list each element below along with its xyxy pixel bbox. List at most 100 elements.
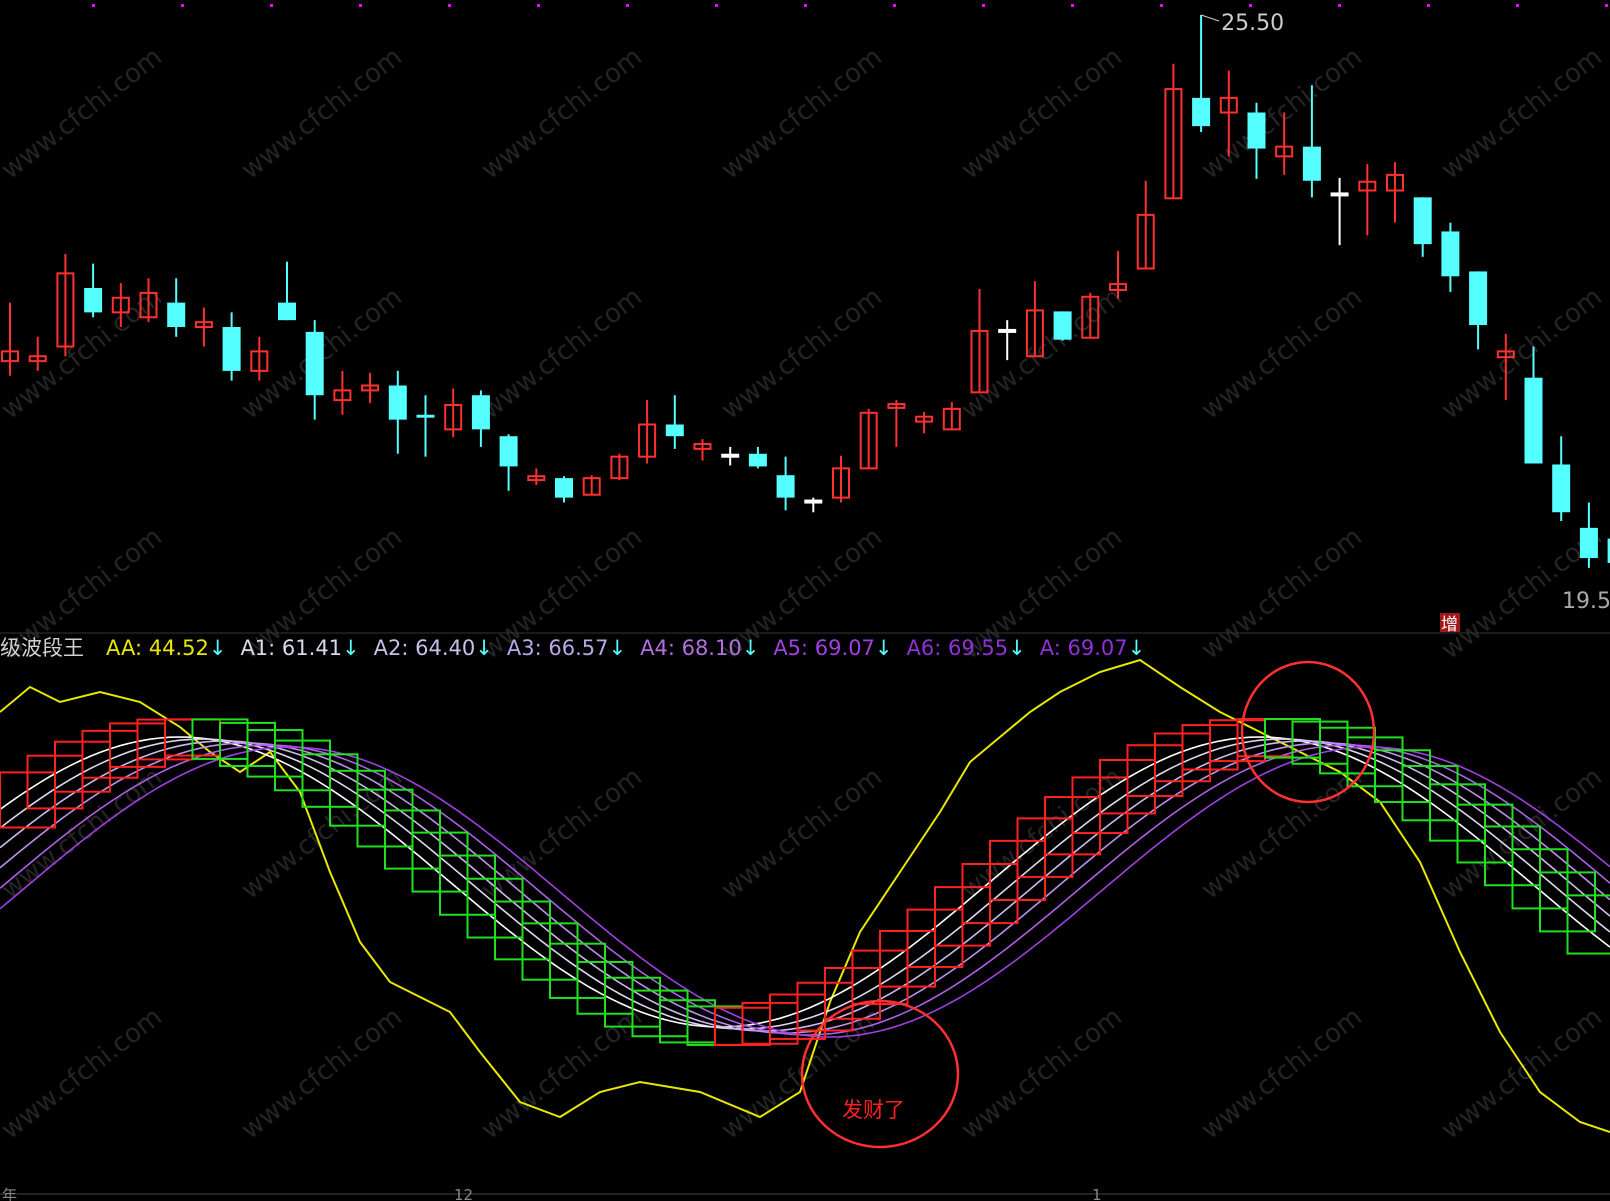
- indicator-values: AA: 44.52↓ A1: 61.41↓ A2: 64.40↓ A3: 66.57↓…: [106, 636, 1159, 660]
- candle: [859, 408, 878, 470]
- candle-body: [222, 327, 241, 371]
- grid-dot: [893, 4, 896, 7]
- candle-body: [1330, 192, 1349, 197]
- candle: [1275, 112, 1294, 175]
- legend-label: A3:: [506, 636, 549, 660]
- candle-body: [1025, 309, 1044, 358]
- high-price-label: 25.50: [1221, 11, 1284, 36]
- candle-body: [1, 350, 19, 363]
- legend-item: A1: 61.41↓: [240, 636, 359, 660]
- x-axis-label: 年: [2, 1186, 17, 1201]
- candle: [333, 370, 352, 415]
- candle: [1579, 502, 1598, 568]
- candle-body: [1219, 96, 1238, 114]
- candle: [1247, 102, 1266, 179]
- candle-body: [887, 403, 906, 409]
- candle: [444, 388, 463, 438]
- candle-body: [471, 395, 490, 430]
- candle: [1192, 15, 1211, 132]
- legend-value: 44.52: [148, 636, 209, 660]
- legend-label: AA:: [106, 636, 149, 660]
- candle: [1524, 346, 1543, 464]
- candle: [721, 446, 740, 466]
- candle-body: [1469, 271, 1488, 326]
- candle: [915, 411, 934, 434]
- candle-body: [1081, 295, 1100, 339]
- indicator-legend: 级波段王 AA: 44.52↓ A1: 61.41↓ A2: 64.40↓ A3: 66…: [0, 634, 1159, 662]
- x-axis-label: 1: [1092, 1186, 1102, 1201]
- candle-body: [859, 411, 878, 470]
- candle-body: [1441, 231, 1460, 277]
- trend-box: [1566, 894, 1610, 955]
- candle-body: [665, 424, 684, 437]
- candle: [887, 400, 906, 447]
- price-panel[interactable]: 25.50 19.50 增: [0, 0, 1610, 632]
- candle-body: [1192, 97, 1211, 127]
- candle: [1109, 250, 1127, 299]
- candle-body: [970, 329, 989, 394]
- candle: [1441, 222, 1460, 292]
- candle-body: [84, 288, 103, 313]
- candle: [1607, 538, 1610, 563]
- candle-body: [1164, 88, 1183, 200]
- candle-body: [305, 331, 324, 396]
- candle-body: [56, 272, 75, 348]
- candle-body: [499, 436, 518, 467]
- candle: [250, 336, 269, 381]
- ma-line: [0, 738, 1610, 1030]
- grid-dot: [1427, 4, 1430, 7]
- grid-dot: [982, 4, 985, 7]
- candle-body: [1358, 180, 1377, 192]
- candle-body: [1579, 527, 1598, 559]
- candle: [471, 390, 490, 447]
- grid-dot: [1516, 4, 1519, 7]
- candle: [1164, 63, 1183, 200]
- candle: [1469, 271, 1488, 350]
- legend-label: A6:: [906, 636, 949, 660]
- legend-arrow-icon: ↓: [874, 636, 893, 660]
- candle-body: [1275, 145, 1294, 158]
- legend-arrow-icon: ↓: [1008, 636, 1026, 660]
- candle-body: [1607, 538, 1610, 563]
- candle: [555, 476, 573, 503]
- candle-body: [638, 423, 657, 458]
- candle-body: [748, 453, 767, 467]
- candle: [1, 302, 19, 376]
- buy-signal-circle: [800, 999, 960, 1149]
- candle-body: [416, 414, 435, 418]
- candle: [1136, 180, 1155, 270]
- candle-body: [1302, 146, 1321, 181]
- indicator-name: 级波段王: [0, 636, 84, 660]
- legend-value: 69.07: [1067, 636, 1128, 660]
- badge-text: 增: [1441, 615, 1458, 632]
- grid-dot: [1338, 4, 1341, 7]
- candle: [111, 283, 130, 327]
- candle: [832, 455, 850, 503]
- candle: [1413, 197, 1432, 257]
- candle-body: [998, 328, 1017, 333]
- grid-dot: [448, 4, 451, 7]
- legend-label: A:: [1039, 636, 1068, 660]
- grid-dot: [537, 4, 540, 7]
- legend-value: 69.07: [814, 636, 875, 660]
- legend-item: A5: 69.07↓: [773, 636, 892, 660]
- legend-label: A5:: [773, 636, 815, 660]
- candle: [1219, 70, 1238, 157]
- candle: [998, 320, 1017, 361]
- candle: [610, 453, 629, 481]
- candle-body: [1136, 213, 1155, 270]
- grid-dot: [626, 4, 629, 7]
- candle-body: [250, 350, 269, 372]
- ma-line: [0, 740, 1610, 1032]
- candle: [665, 395, 684, 449]
- candle: [527, 468, 546, 485]
- grid-dot: [1249, 4, 1252, 7]
- badge-box: [1440, 613, 1460, 632]
- candle: [970, 288, 989, 394]
- legend-item: A2: 64.40↓: [374, 636, 493, 660]
- legend-arrow-icon: ↓: [608, 636, 627, 660]
- buy-annotation: 发财了: [842, 1098, 905, 1122]
